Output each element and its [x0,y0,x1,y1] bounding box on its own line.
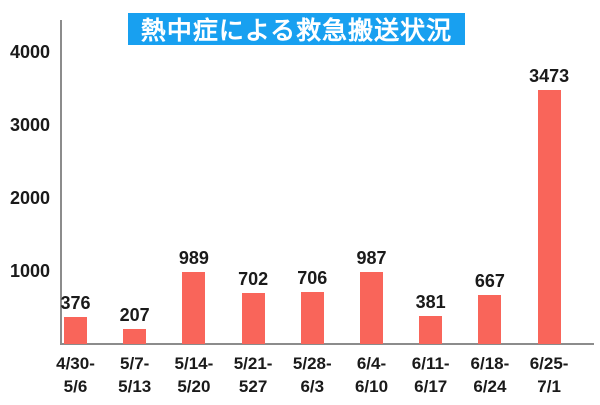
bar-value-label: 376 [60,292,91,313]
chart-title: 熱中症による救急搬送状況 [128,13,465,45]
x-tick-label: 5/14- 5/20 [161,352,227,398]
x-tick-label: 6/25- 7/1 [516,352,582,398]
x-tick-label: 5/7- 5/13 [102,352,168,398]
x-tick-label-line: 6/25- [529,354,569,373]
bar [64,316,87,344]
bar-value-label: 207 [119,304,150,325]
x-tick-label-line: 6/24 [473,377,507,396]
x-tick-label-line: 7/1 [537,377,561,396]
bar-value-label: 706 [297,268,328,289]
x-tick-label: 5/28- 6/3 [279,352,345,398]
x-tick-label-line: 6/17 [414,377,448,396]
x-tick-label: 4/30- 5/6 [43,352,109,398]
x-tick-label-line: 6/3 [300,377,325,396]
bar [537,90,561,344]
x-tick-label-line: 527 [238,377,268,396]
bar-value-label: 381 [415,292,446,313]
x-tick-label-line: 5/6 [63,377,88,396]
y-tick-label: 1000 [9,261,50,281]
x-tick-label-line: 6/4- [356,354,387,373]
bar-value-label: 987 [356,247,387,268]
x-tick-label-line: 4/30- [56,354,95,373]
x-tick-label: 5/21- 527 [220,352,286,398]
x-tick-label: 6/11- 6/17 [398,352,464,398]
bar [478,295,502,344]
x-tick-label-line: 5/7- [120,354,150,373]
x-tick-label-line: 6/11- [411,354,450,373]
bar-value-label: 989 [178,247,209,268]
bar-value-label: 667 [474,271,505,292]
x-tick-label: 6/4- 6/10 [339,352,405,398]
x-tick-label-line: 5/28- [292,354,332,373]
bar-value-label: 702 [238,268,269,289]
x-axis-line [60,343,594,345]
y-axis-line [60,20,62,344]
y-tick-label: 2000 [9,188,50,208]
bar [182,271,206,344]
y-tick-label: 4000 [9,42,50,62]
x-tick-label-line: 6/18- [470,354,510,373]
bar [300,292,324,344]
x-tick-label-line: 5/14- [174,354,214,373]
x-tick-label-line: 6/10 [354,377,389,396]
bar-value-label: 3473 [529,66,570,87]
x-tick-label-line: 5/21- [233,354,273,373]
bar [360,271,383,344]
bar [123,328,147,344]
bar [241,292,265,344]
y-tick-label: 3000 [9,115,50,135]
bar [419,316,443,344]
x-tick-label: 6/18- 6/24 [457,352,523,398]
x-tick-label-line: 5/13 [118,377,152,396]
x-tick-label-line: 5/20 [177,377,211,396]
